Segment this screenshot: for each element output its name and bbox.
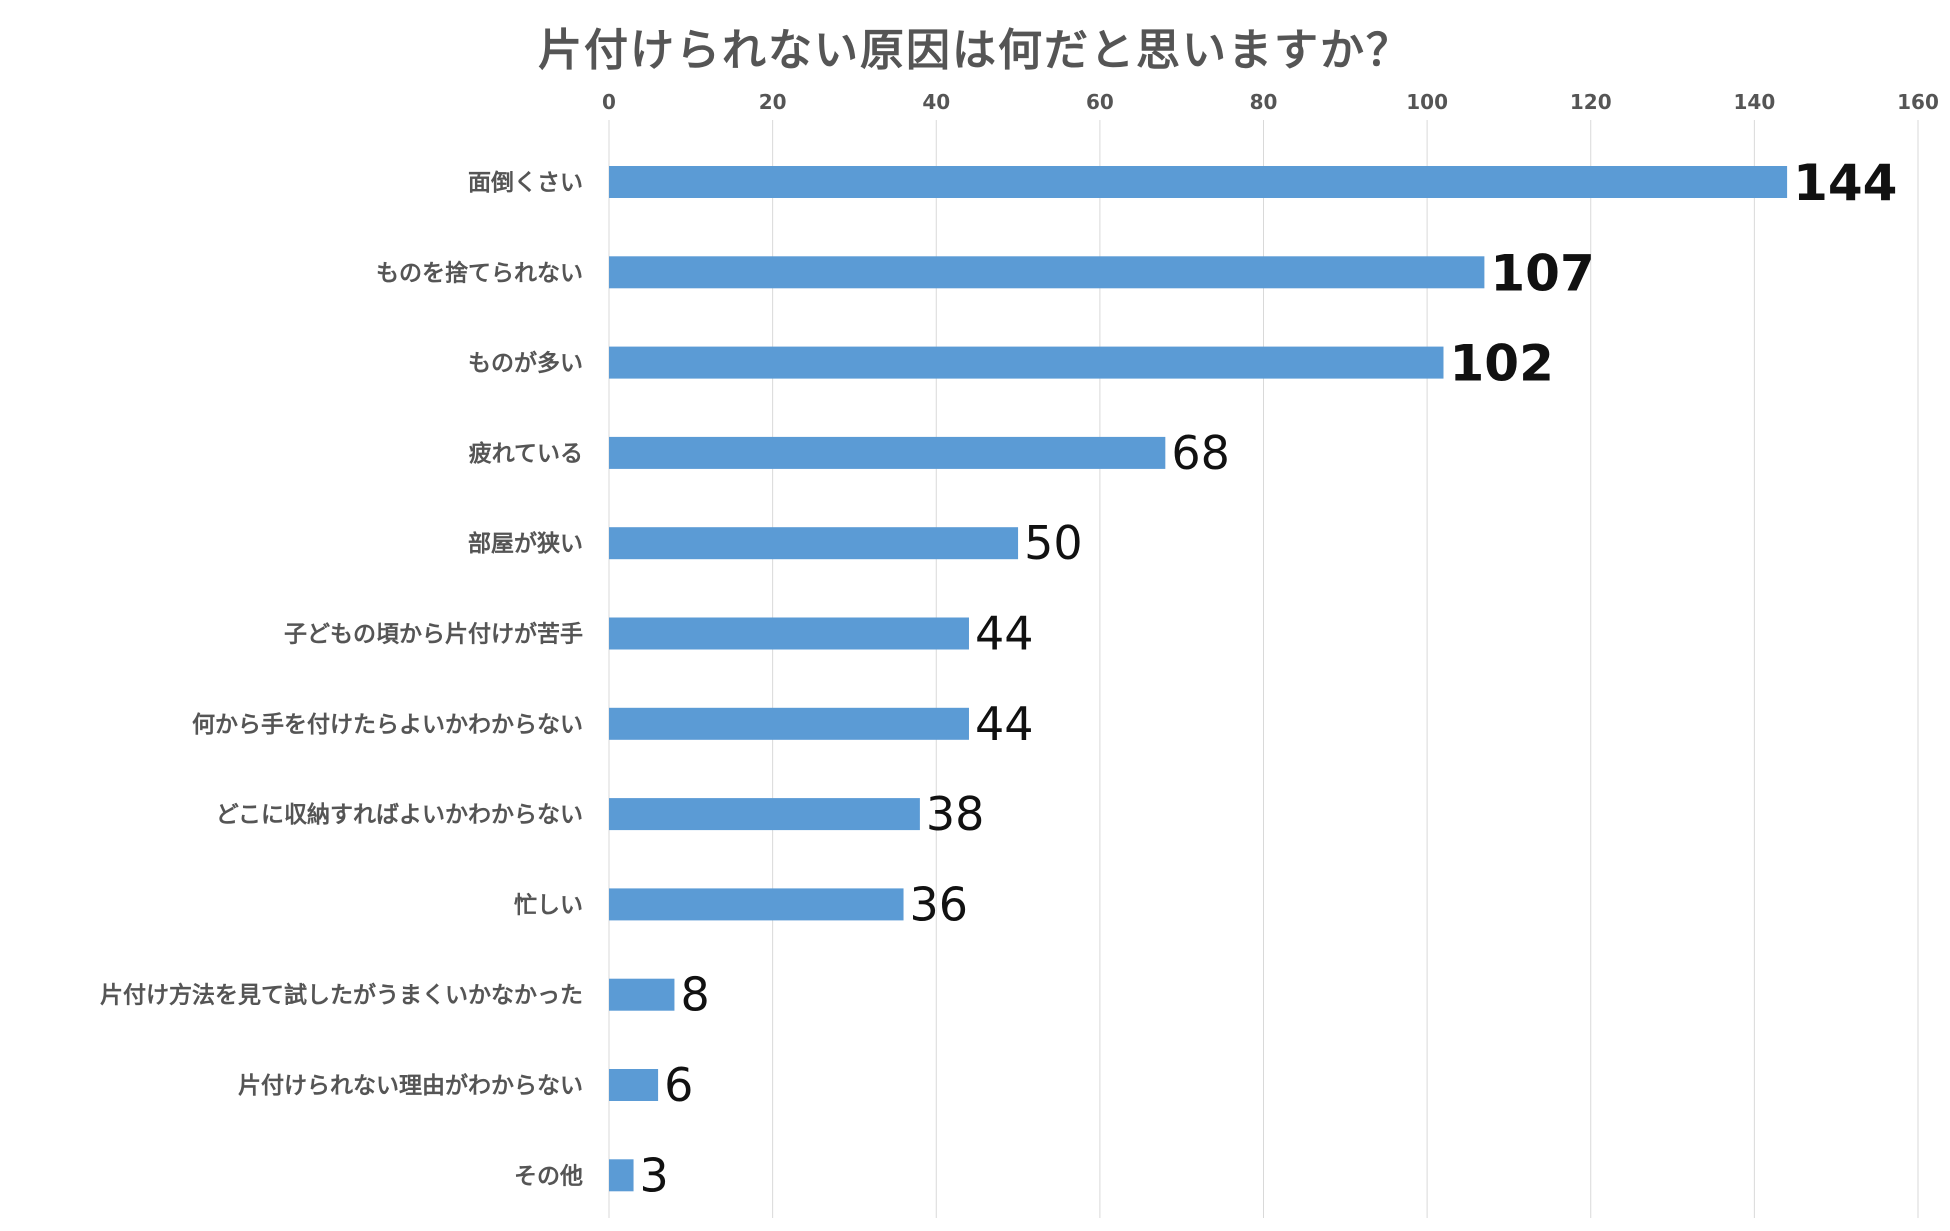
- category-label: その他: [514, 1163, 583, 1189]
- bar: [609, 166, 1788, 198]
- bar: [609, 707, 969, 740]
- bar: [609, 888, 904, 921]
- bar: [609, 978, 675, 1011]
- value-label: 38: [926, 787, 985, 841]
- value-label: 44: [975, 697, 1034, 751]
- bar: [609, 527, 1019, 560]
- category-label: 部屋が狭い: [468, 530, 583, 557]
- value-label: 8: [680, 968, 709, 1022]
- x-tick-label: 20: [759, 90, 787, 114]
- x-tick-label: 160: [1897, 90, 1939, 114]
- x-tick-label: 100: [1406, 90, 1448, 114]
- category-labels: 面倒くさいものを捨てられないものが多い疲れている部屋が狭い子どもの頃から片付けが…: [100, 169, 583, 1189]
- category-label: 面倒くさい: [468, 169, 583, 196]
- category-label: 何から手を付けたらよいかわからない: [192, 712, 583, 738]
- bar: [609, 1159, 634, 1192]
- gridlines: [608, 120, 1919, 1218]
- bar: [609, 256, 1485, 289]
- chart-title: 片付けられない原因は何だと思いますか？: [538, 25, 1412, 76]
- category-label: 片付けられない理由がわからない: [238, 1072, 583, 1099]
- bar: [609, 617, 969, 650]
- bar: [609, 1069, 659, 1101]
- value-label: 3: [640, 1148, 669, 1202]
- value-label: 144: [1793, 154, 1897, 212]
- value-label: 107: [1490, 244, 1594, 302]
- category-label: 子どもの頃から片付けが苦手: [284, 621, 583, 648]
- bars: [609, 166, 1788, 1192]
- value-labels: 144 107 102 68 50 44 44 38 36 8 6 3: [640, 154, 1898, 1202]
- category-label: 片付け方法を見て試したがうまくいかなかった: [100, 982, 583, 1009]
- value-label: 36: [910, 877, 969, 931]
- category-label: どこに収納すればよいかわからない: [216, 801, 583, 828]
- x-tick-label: 80: [1250, 90, 1278, 114]
- x-tick-label: 120: [1570, 90, 1612, 114]
- category-label: ものを捨てられない: [376, 259, 583, 286]
- category-label: 忙しい: [514, 891, 583, 918]
- bar: [609, 436, 1166, 469]
- value-label: 6: [664, 1058, 693, 1112]
- bar: [609, 798, 920, 831]
- category-label: ものが多い: [468, 350, 583, 377]
- x-axis-ticks: 0 20 40 60 80 100 120 140 160: [602, 90, 1939, 114]
- x-tick-label: 0: [602, 90, 616, 114]
- category-label: 疲れている: [469, 440, 583, 467]
- x-tick-label: 60: [1086, 90, 1114, 114]
- value-label: 68: [1171, 426, 1230, 480]
- x-tick-label: 40: [922, 90, 950, 114]
- value-label: 102: [1449, 335, 1553, 393]
- x-tick-label: 140: [1734, 90, 1776, 114]
- bar: [609, 346, 1444, 379]
- value-label: 44: [975, 607, 1034, 661]
- value-label: 50: [1024, 516, 1083, 570]
